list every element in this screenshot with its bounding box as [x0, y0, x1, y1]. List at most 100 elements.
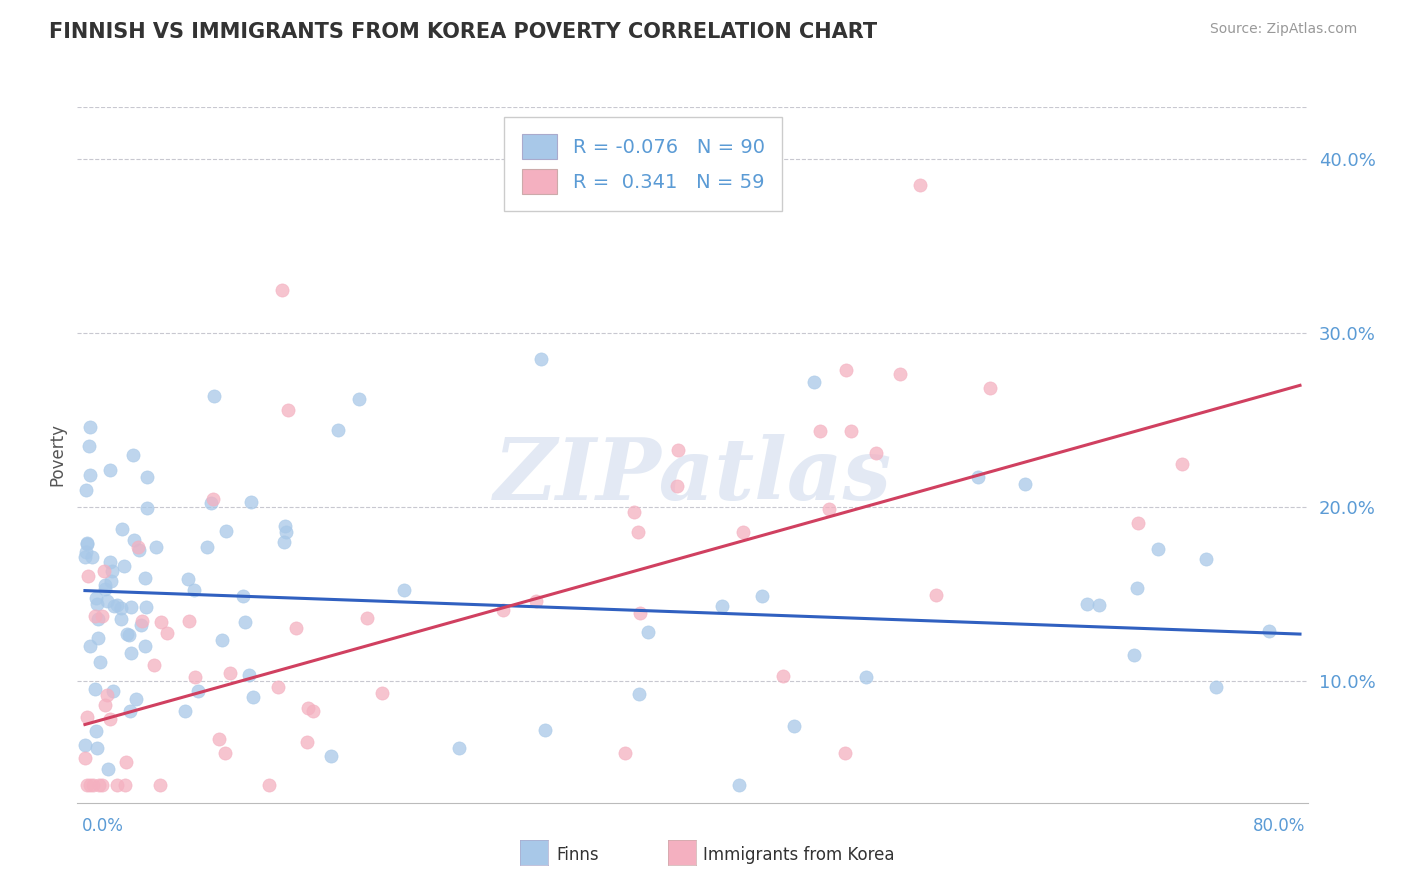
Text: ZIPatlas: ZIPatlas	[494, 434, 891, 517]
Point	[772, 668, 794, 682]
Point	[97, 762, 120, 776]
Text: 0.0%: 0.0%	[82, 817, 124, 835]
Point	[121, 449, 143, 463]
Point	[75, 483, 97, 498]
Point	[110, 601, 132, 615]
Point	[1146, 541, 1168, 556]
Point	[925, 588, 948, 602]
Point	[89, 655, 111, 669]
Point	[710, 599, 733, 613]
Point	[118, 704, 141, 718]
Point	[276, 524, 298, 539]
Point	[93, 564, 115, 578]
Point	[1195, 552, 1218, 566]
Point	[122, 533, 145, 547]
Point	[135, 501, 157, 516]
Point	[1126, 581, 1149, 595]
Point	[84, 682, 107, 697]
Point	[115, 755, 138, 769]
Point	[628, 607, 651, 621]
Point	[534, 723, 557, 738]
Point	[150, 615, 173, 630]
Point	[76, 569, 98, 583]
Point	[76, 778, 98, 792]
Point	[835, 363, 858, 377]
Point	[356, 611, 378, 625]
Point	[666, 443, 689, 458]
Text: 80.0%: 80.0%	[1253, 817, 1305, 835]
Point	[326, 423, 349, 437]
Point	[136, 470, 159, 484]
Point	[297, 701, 319, 715]
Point	[87, 778, 110, 792]
Point	[1257, 624, 1279, 638]
Point	[134, 639, 156, 653]
Point	[274, 518, 297, 533]
Point	[1126, 516, 1149, 531]
Point	[979, 381, 1001, 395]
Point	[84, 724, 107, 739]
Point	[79, 467, 101, 482]
Point	[285, 620, 308, 634]
Point	[183, 582, 205, 597]
Point	[889, 367, 911, 381]
Point	[86, 597, 108, 611]
Point	[79, 420, 101, 434]
Legend: R = -0.076   N = 90, R =  0.341   N = 59: R = -0.076 N = 90, R = 0.341 N = 59	[505, 117, 782, 211]
Point	[834, 746, 856, 760]
Point	[267, 680, 290, 694]
Point	[392, 582, 415, 597]
Point	[84, 609, 107, 624]
Point	[855, 670, 877, 684]
Point	[187, 684, 209, 698]
Point	[271, 283, 294, 297]
Point	[910, 178, 932, 193]
Point	[73, 550, 96, 565]
Point	[131, 614, 153, 628]
Point	[614, 746, 637, 760]
Point	[492, 602, 515, 616]
Point	[627, 524, 650, 539]
Point	[200, 496, 222, 510]
Point	[111, 522, 134, 536]
Point	[319, 749, 342, 764]
Point	[115, 627, 138, 641]
Y-axis label: Poverty: Poverty	[48, 424, 66, 486]
Point	[128, 543, 150, 558]
Text: Source: ZipAtlas.com: Source: ZipAtlas.com	[1209, 22, 1357, 37]
Point	[75, 545, 97, 559]
Point	[129, 617, 152, 632]
Point	[731, 525, 754, 540]
Point	[173, 705, 195, 719]
Point	[114, 778, 136, 792]
Point	[1205, 680, 1227, 694]
Point	[177, 572, 200, 586]
Point	[183, 670, 205, 684]
Point	[125, 692, 148, 706]
Point	[803, 375, 825, 389]
Point	[96, 593, 118, 607]
Point	[73, 751, 96, 765]
Point	[94, 578, 117, 592]
Point	[91, 778, 114, 792]
Point	[93, 582, 115, 597]
Text: Finns: Finns	[557, 847, 599, 864]
Point	[1087, 598, 1109, 612]
Point	[100, 463, 122, 477]
Point	[1123, 648, 1146, 662]
Point	[524, 594, 547, 608]
Point	[110, 612, 132, 626]
Point	[207, 731, 229, 746]
Point	[100, 712, 122, 726]
Point	[76, 709, 98, 723]
Point	[277, 402, 299, 417]
Point	[82, 550, 104, 565]
Point	[637, 625, 659, 640]
Point	[273, 535, 295, 549]
Point	[371, 686, 394, 700]
Point	[967, 469, 990, 483]
Point	[82, 778, 104, 792]
Point	[447, 740, 470, 755]
Point	[233, 615, 256, 630]
Point	[839, 424, 862, 438]
